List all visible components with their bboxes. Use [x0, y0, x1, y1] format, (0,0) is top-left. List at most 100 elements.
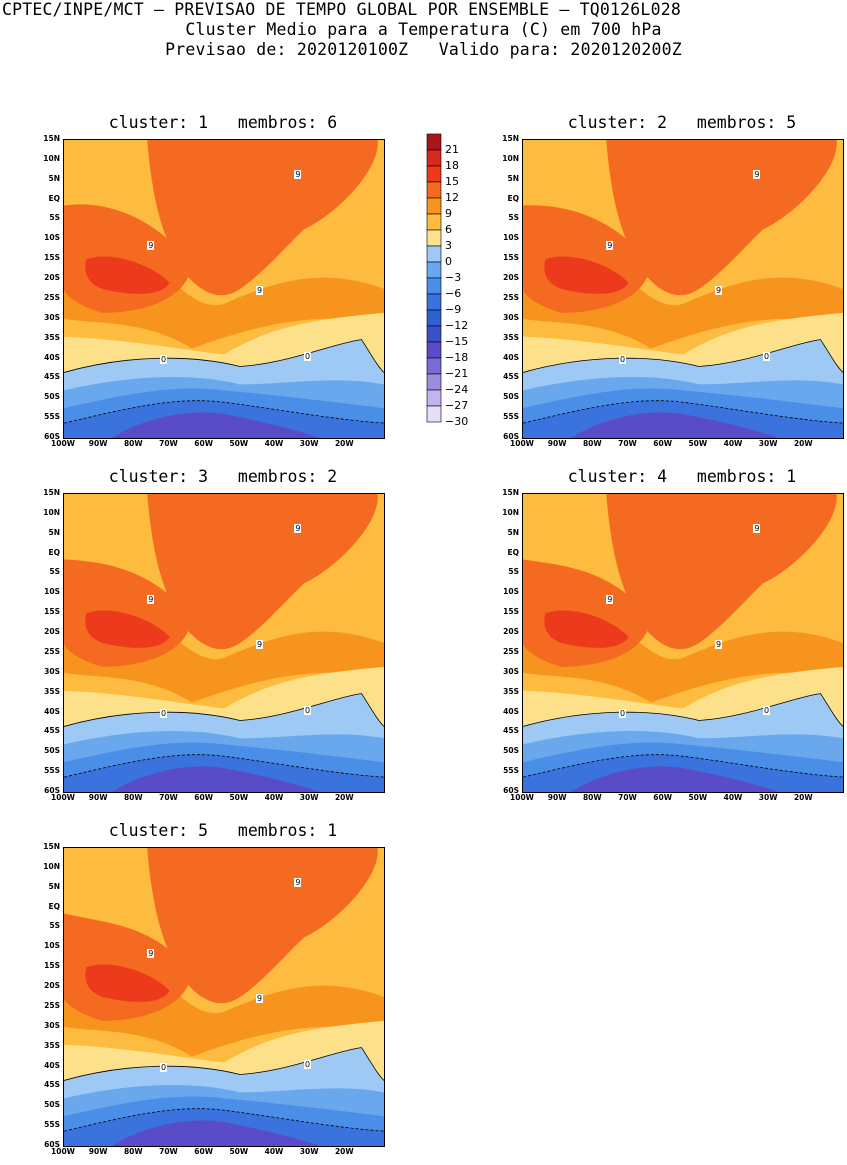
contour-label: 9	[606, 241, 614, 251]
lat-tick-label: 10S	[44, 587, 60, 597]
colorbar-label: 18	[445, 159, 459, 172]
contour-minus-9	[64, 401, 384, 423]
lat-tick-label: 20S	[503, 273, 519, 283]
lon-tick-label: 60W	[653, 793, 673, 802]
lat-tick-label: 45S	[44, 726, 60, 736]
lat-tick-label: 15S	[503, 607, 519, 617]
lat-tick-label: 35S	[44, 332, 60, 342]
contour-label: 9	[294, 523, 302, 533]
contour-label: 9	[606, 595, 614, 605]
contour-label: 0	[160, 708, 168, 718]
lat-tick-label: 55S	[44, 766, 60, 776]
lat-tick-label: EQ	[48, 193, 61, 203]
colorbar-label: −24	[445, 383, 469, 396]
lat-tick-label: 30S	[503, 312, 519, 322]
lat-tick-label: 40S	[44, 352, 60, 362]
colorbar-swatch	[426, 197, 442, 215]
lon-tick-label: 80W	[123, 439, 143, 448]
lon-tick-label: 40W	[264, 1147, 284, 1156]
lon-tick-label: 20W	[334, 793, 354, 802]
lat-tick-label: EQ	[507, 193, 520, 203]
lat-tick-label: 40S	[503, 352, 519, 362]
lon-tick-label: 100W	[510, 793, 534, 802]
contour-label: 0	[763, 351, 771, 361]
lat-tick-label: 60S	[503, 432, 519, 441]
contour-zero	[64, 340, 384, 373]
lon-tick-label: 60W	[194, 1147, 214, 1156]
colorbar-swatch	[426, 357, 442, 375]
lon-tick-label: 20W	[793, 439, 813, 448]
colorbar-label: −30	[445, 415, 469, 428]
lat-tick-label: 45S	[503, 372, 519, 382]
colorbar-label: −3	[445, 271, 462, 284]
lon-tick-label: 100W	[51, 1147, 75, 1156]
colorbar-label: 21	[445, 143, 459, 156]
temperature-map: 9 9 9 0 0	[63, 847, 385, 1147]
lat-tick-label: 50S	[503, 746, 519, 756]
colorbar-swatch	[426, 261, 442, 279]
lat-tick-label: 40S	[44, 1060, 60, 1070]
lon-tick-label: 60W	[194, 439, 214, 448]
lat-tick-label: 20S	[44, 981, 60, 991]
contour-label: 9	[715, 286, 723, 296]
contour-label: 0	[160, 354, 168, 364]
lat-tick-label: 50S	[44, 392, 60, 402]
colorbar-swatch	[426, 277, 442, 295]
band-red	[606, 494, 837, 650]
lon-tick-label: 40W	[264, 439, 284, 448]
colorbar-label: 9	[445, 207, 452, 220]
lat-tick-label: 40S	[44, 706, 60, 716]
lon-tick-label: 40W	[723, 439, 743, 448]
contour-minus-9	[523, 401, 843, 423]
band-red	[606, 140, 837, 296]
colorbar-swatch	[426, 181, 442, 199]
lon-tick-label: 50W	[688, 439, 708, 448]
contour-label: 9	[294, 169, 302, 179]
colorbar-label: 12	[445, 191, 459, 204]
colorbar-swatch	[426, 405, 442, 423]
band-orange	[523, 208, 843, 349]
contour-label: 0	[619, 354, 627, 364]
lat-tick-label: 45S	[44, 1080, 60, 1090]
lon-tick-label: 40W	[723, 793, 743, 802]
lat-tick-label: 35S	[44, 686, 60, 696]
lat-tick-label: 15N	[43, 488, 60, 497]
contour-label: 9	[715, 640, 723, 650]
colorbar-label: 6	[445, 223, 452, 236]
lat-tick-label: 10S	[503, 587, 519, 597]
lat-tick-label: 25S	[503, 646, 519, 656]
lon-tick-label: 80W	[123, 793, 143, 802]
lat-tick-label: 15S	[44, 253, 60, 263]
lat-tick-label: 60S	[44, 786, 60, 795]
lon-tick-label: 60W	[653, 439, 673, 448]
band-hot-core	[544, 256, 629, 294]
lat-tick-label: 30S	[44, 666, 60, 676]
contour-label: 9	[256, 640, 264, 650]
colorbar-swatch	[426, 325, 442, 343]
lon-tick-label: 50W	[229, 439, 249, 448]
lat-tick-label: 25S	[44, 292, 60, 302]
band-purple	[112, 412, 321, 438]
lat-tick-label: 10S	[44, 233, 60, 243]
lat-tick-label: 25S	[503, 292, 519, 302]
lon-tick-label: 80W	[582, 793, 602, 802]
panel-title: cluster: 5 membros: 1	[108, 821, 338, 840]
lat-tick-label: 60S	[44, 1140, 60, 1149]
contour-zero	[64, 1048, 384, 1081]
lat-tick-label: 35S	[503, 332, 519, 342]
colorbar-swatch	[426, 293, 442, 311]
lon-tick-label: 80W	[582, 439, 602, 448]
colorbar-label: −12	[445, 319, 469, 332]
lat-tick-label: 15S	[44, 607, 60, 617]
band-hot-core	[544, 610, 629, 648]
lat-tick-label: 25S	[44, 1000, 60, 1010]
colorbar-label: −6	[445, 287, 462, 300]
colorbar-swatch	[426, 373, 442, 391]
band-purple	[112, 1120, 321, 1146]
temperature-map: 9 9 9 0 0	[63, 139, 385, 439]
contour-label: 9	[147, 949, 155, 959]
lat-tick-label: 10N	[502, 507, 519, 517]
band-red	[147, 494, 378, 650]
contour-label: 9	[147, 595, 155, 605]
band-red	[147, 140, 378, 296]
